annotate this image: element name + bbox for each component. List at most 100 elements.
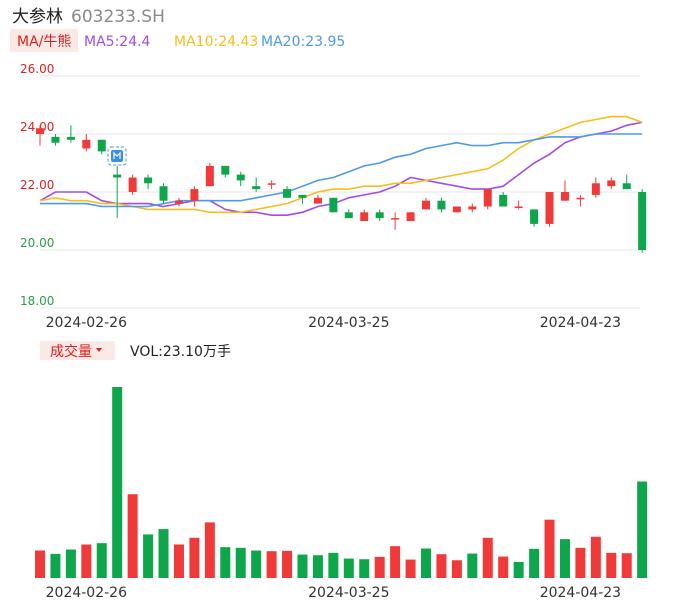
candle-body	[576, 197, 585, 200]
candle-body	[422, 200, 430, 210]
volume-bar	[81, 544, 92, 578]
ma10-line	[39, 115, 643, 214]
volume-bar	[451, 560, 462, 578]
volume-bar	[35, 550, 45, 578]
candle-body	[545, 192, 554, 224]
ma20-line	[40, 133, 643, 208]
candle	[360, 209, 369, 221]
stock-name: 大参林	[12, 7, 63, 27]
candle-body	[313, 197, 322, 204]
volume-bar	[421, 548, 431, 578]
candle	[545, 192, 554, 227]
candle-body	[205, 165, 214, 187]
volume-bar	[65, 549, 76, 578]
ma10-legend: MA10:24.43	[174, 34, 258, 50]
y-tick-label: 22.00	[20, 178, 54, 192]
x-tick-label: 2024-02-26	[46, 585, 127, 601]
candle	[391, 212, 400, 230]
volume-bar	[158, 529, 169, 578]
volume-bar	[544, 519, 555, 578]
candle-body	[638, 192, 647, 250]
candle-body	[190, 189, 199, 201]
candle-body	[406, 212, 415, 221]
volume-bar	[529, 548, 540, 578]
candle-body	[82, 139, 91, 149]
volume-bar	[405, 559, 416, 578]
volume-bar	[590, 536, 601, 578]
candle	[375, 209, 384, 221]
volume-bar	[96, 543, 107, 578]
candle-body	[607, 180, 616, 187]
ma20-legend: MA20:23.95	[261, 34, 345, 50]
volume-bar	[359, 559, 370, 578]
candle	[530, 209, 539, 227]
candle-body	[97, 139, 106, 152]
candle	[36, 125, 44, 146]
y-tick-label: 18.00	[20, 294, 54, 308]
x-tick-label: 2024-02-26	[46, 315, 127, 331]
volume-bar	[127, 494, 138, 578]
candle-body	[236, 174, 245, 181]
volume-bar	[266, 551, 277, 578]
ma-lines	[39, 115, 643, 216]
volume-bar	[343, 558, 354, 578]
volume-bar	[312, 555, 323, 578]
candle	[607, 177, 616, 190]
candle	[174, 197, 183, 207]
volume-bar	[436, 554, 447, 578]
x-tick-label: 2024-03-25	[308, 585, 389, 601]
candle	[468, 203, 477, 213]
candle-body	[66, 136, 75, 140]
volume-x-axis: 2024-02-26 2024-03-25 2024-04-23	[46, 585, 621, 601]
candle	[144, 174, 153, 190]
candle	[622, 174, 631, 190]
ma5-line	[39, 121, 643, 216]
candle-body	[174, 200, 183, 204]
candle	[66, 125, 75, 143]
candle	[159, 183, 168, 204]
ma5-legend: MA5:24.4	[84, 34, 151, 50]
volume-bar	[112, 387, 123, 578]
volume-bar	[559, 539, 570, 578]
volume-bar	[297, 554, 308, 578]
candle-body	[452, 206, 461, 213]
candle-body	[560, 192, 569, 201]
y-tick-label: 26.00	[20, 62, 54, 76]
candle-body	[622, 183, 631, 190]
candle-body	[128, 177, 137, 192]
candle-body	[252, 186, 261, 190]
candle-body	[113, 174, 122, 178]
candle	[205, 163, 214, 187]
chevron-down-icon[interactable]	[96, 348, 102, 352]
candle-body	[344, 212, 353, 219]
ma-tag-bg	[10, 29, 78, 52]
candle	[483, 189, 492, 210]
candle-body	[499, 194, 508, 207]
candle-body	[391, 218, 400, 220]
candle-body	[591, 183, 600, 195]
volume-bar	[467, 553, 478, 578]
volume-bar	[328, 552, 339, 578]
x-tick-label: 2024-03-25	[308, 315, 389, 331]
volume-bar	[220, 547, 231, 578]
x-tick-label: 2024-04-23	[540, 315, 621, 331]
ma-tag[interactable]: MA/牛熊	[17, 34, 71, 50]
volume-bar	[390, 546, 401, 578]
volume-bar	[575, 547, 586, 578]
candle	[113, 165, 122, 219]
candle	[422, 197, 430, 210]
volume-bar	[637, 481, 648, 578]
volume-bar	[513, 561, 524, 578]
rubbish-m-badge-icon[interactable]	[107, 146, 127, 166]
volume-bar	[173, 544, 184, 578]
candle	[252, 177, 261, 192]
candle-body	[483, 189, 492, 207]
volume-tag[interactable]: 成交量	[50, 343, 92, 360]
volume-value: VOL:23.10万手	[130, 344, 231, 360]
stock-code: 603233.SH	[71, 7, 165, 27]
candle	[329, 197, 338, 213]
candle	[128, 174, 137, 195]
volume-bar	[621, 553, 632, 578]
candle-body	[530, 209, 539, 224]
volume-bar	[251, 550, 262, 578]
